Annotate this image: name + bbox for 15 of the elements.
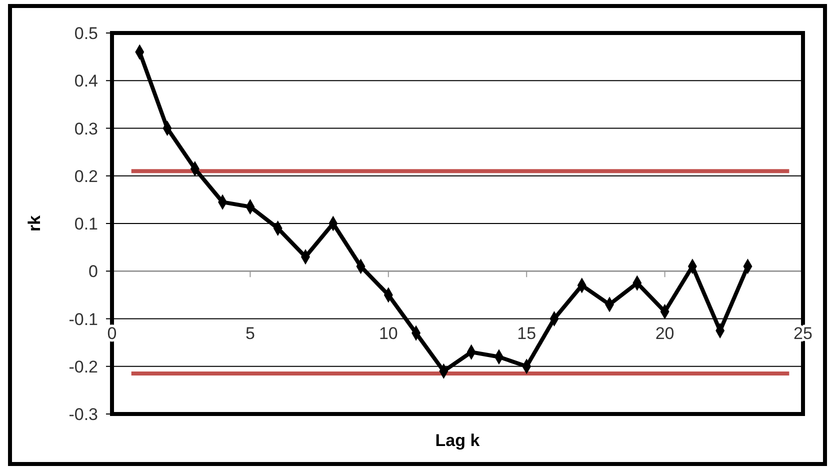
y-axis-title: rk xyxy=(25,214,44,232)
x-tick-label: 5 xyxy=(245,324,255,344)
x-axis-title: Lag k xyxy=(435,431,480,450)
y-tick-label: 0.4 xyxy=(74,72,98,91)
y-tick-label: 0.5 xyxy=(74,24,98,43)
y-tick-label: -0.2 xyxy=(68,357,98,376)
y-tick-label: -0.1 xyxy=(68,310,98,329)
y-tick-label: 0.1 xyxy=(74,214,98,234)
y-tick-label: 0.3 xyxy=(74,119,98,138)
x-tick-label: 20 xyxy=(655,324,674,344)
y-tick-label: 0.2 xyxy=(74,166,98,186)
y-tick-label: 0 xyxy=(88,262,98,282)
y-tick-label: -0.3 xyxy=(68,405,98,424)
x-tick-label: 10 xyxy=(378,324,398,344)
x-tick-label: 15 xyxy=(517,324,536,344)
